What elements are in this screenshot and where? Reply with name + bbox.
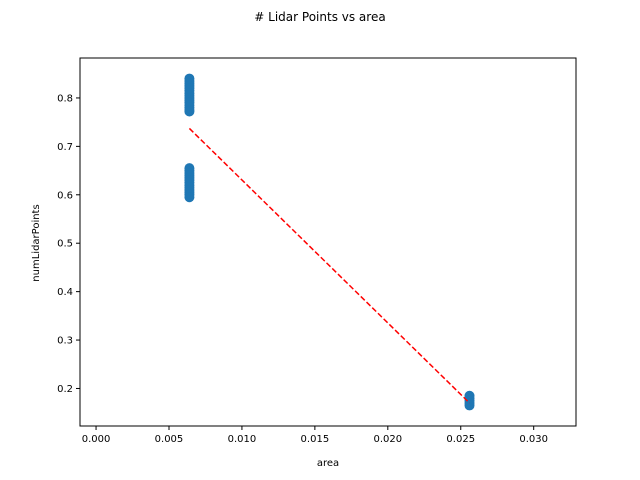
x-tick-label: 0.005 — [155, 434, 184, 445]
y-tick-label: 0.3 — [57, 336, 73, 347]
fit-line — [188, 127, 471, 404]
x-tick-label: 0.020 — [373, 434, 402, 445]
y-axis-label: numLidarPoints — [31, 204, 42, 281]
x-tick-label: 0.000 — [82, 434, 111, 445]
axes-frame — [79, 57, 577, 427]
data-point — [184, 106, 195, 117]
x-tick-label: 0.030 — [519, 434, 548, 445]
y-axis: 0.2 0.3 0.4 0.5 0.6 0.7 0.8 — [57, 93, 80, 395]
y-tick-label: 0.4 — [57, 287, 73, 298]
y-tick-label: 0.2 — [57, 384, 73, 395]
data-point — [464, 400, 475, 411]
x-tick-label: 0.015 — [301, 434, 330, 445]
y-tick-label: 0.8 — [57, 93, 73, 104]
x-tick-label: 0.025 — [446, 434, 475, 445]
data-point — [184, 192, 195, 203]
chart-title: # Lidar Points vs area — [254, 10, 385, 24]
x-axis-label: area — [317, 458, 339, 469]
x-axis: 0.000 0.005 0.010 0.015 0.020 0.025 0.030 — [82, 426, 548, 445]
y-tick-label: 0.6 — [57, 190, 73, 201]
plot-area — [184, 73, 475, 411]
y-tick-label: 0.7 — [57, 142, 73, 153]
x-tick-label: 0.010 — [228, 434, 257, 445]
y-tick-label: 0.5 — [57, 239, 73, 250]
